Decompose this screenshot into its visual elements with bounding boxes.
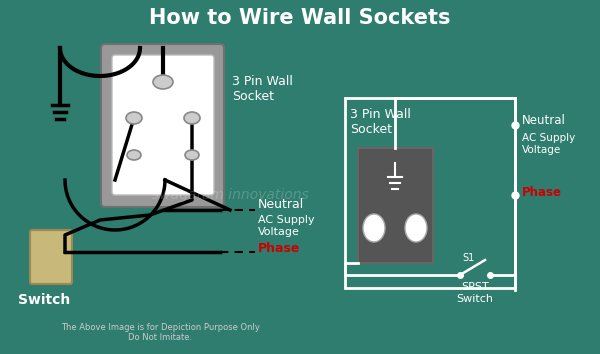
Text: 3 Pin Wall
Socket: 3 Pin Wall Socket	[350, 108, 411, 136]
Text: AC Supply
Voltage: AC Supply Voltage	[522, 133, 575, 155]
Text: The Above Image is for Depiction Purpose Only
Do Not Imitate.: The Above Image is for Depiction Purpose…	[61, 323, 259, 342]
Ellipse shape	[185, 150, 199, 160]
Ellipse shape	[127, 150, 141, 160]
Ellipse shape	[126, 112, 142, 124]
Text: Switch: Switch	[18, 293, 70, 307]
Ellipse shape	[363, 214, 385, 242]
Text: Neutral: Neutral	[258, 199, 304, 211]
Ellipse shape	[405, 214, 427, 242]
Text: S1: S1	[462, 253, 474, 263]
Text: How to Wire Wall Sockets: How to Wire Wall Sockets	[149, 8, 451, 28]
Bar	[358, 148, 433, 263]
FancyBboxPatch shape	[101, 44, 224, 207]
Text: swagatam innovations: swagatam innovations	[152, 188, 308, 202]
Text: Phase: Phase	[258, 241, 301, 255]
Text: SPST
Switch: SPST Switch	[457, 282, 493, 304]
FancyBboxPatch shape	[112, 55, 214, 195]
Ellipse shape	[153, 75, 173, 89]
Text: Neutral: Neutral	[522, 114, 566, 126]
Bar	[345, 98, 515, 288]
Ellipse shape	[184, 112, 200, 124]
Text: AC Supply
Voltage: AC Supply Voltage	[258, 215, 314, 236]
Text: Phase: Phase	[522, 185, 562, 199]
Text: 3 Pin Wall
Socket: 3 Pin Wall Socket	[232, 75, 293, 103]
FancyBboxPatch shape	[30, 230, 72, 284]
